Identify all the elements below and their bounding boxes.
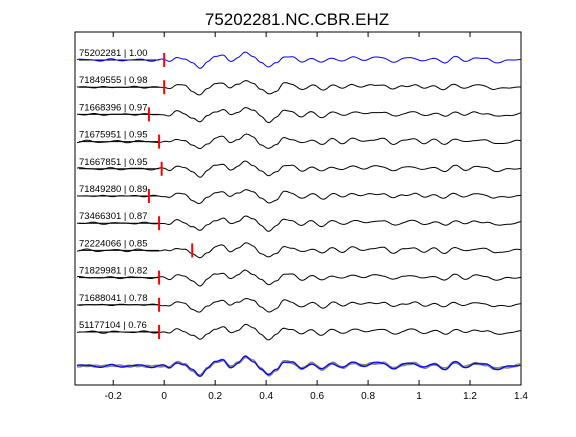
trace-layer: 75202281 | 1.00 71849555 | 0.98 71668396 |…	[76, 48, 522, 341]
trace-row: 71688041 | 0.78	[76, 293, 522, 313]
x-tick-label: 0.8	[361, 391, 375, 402]
stack-overlay	[76, 355, 522, 378]
stack-trace	[77, 356, 522, 377]
waveform-trace	[76, 269, 522, 287]
trace-row: 71667851 | 0.95	[76, 157, 522, 178]
trace-row: 73466301 | 0.87	[77, 211, 522, 232]
x-tick-label: 0.2	[208, 391, 222, 402]
x-tick-label: 1	[416, 391, 422, 402]
trace-row: 71829981 | 0.82	[76, 266, 522, 287]
reference-trace	[76, 51, 522, 69]
trace-label: 75202281 | 1.00	[79, 48, 148, 59]
waveform-trace	[77, 215, 522, 232]
trace-label: 71849280 | 0.89	[79, 184, 148, 195]
x-axis: -0.2 0 0.2 0.4 0.6 0.8 1 1.2 1.4	[105, 32, 528, 402]
waveform-trace	[76, 323, 522, 341]
waveform-trace	[76, 242, 522, 259]
trace-row: 72224066 | 0.85	[76, 238, 522, 259]
waveform-trace	[76, 133, 522, 150]
waveform-trace	[76, 80, 521, 96]
trace-row: 71668396 | 0.97	[76, 102, 522, 124]
trace-label: 71667851 | 0.95	[79, 157, 148, 168]
chart-title: 75202281.NC.CBR.EHZ	[205, 10, 389, 29]
trace-row: 71849555 | 0.98	[76, 75, 521, 96]
x-tick-label: 0.4	[259, 391, 273, 402]
x-tick-label: 0.6	[310, 391, 324, 402]
trace-label: 71668396 | 0.97	[79, 102, 148, 113]
x-tick-label: 1.4	[514, 391, 528, 402]
waveform-trace	[76, 160, 522, 178]
waveform-trace	[76, 189, 522, 205]
trace-row: 75202281 | 1.00	[76, 48, 522, 69]
plot-frame	[74, 31, 522, 386]
trace-label: 71849555 | 0.98	[79, 75, 148, 86]
waveform-trace	[76, 107, 522, 124]
trace-label: 71688041 | 0.78	[79, 293, 148, 304]
trace-label: 51177104 | 0.76	[79, 320, 147, 331]
trace-label: 71675951 | 0.95	[79, 130, 148, 141]
trace-label: 72224066 | 0.85	[79, 238, 148, 249]
trace-label: 73466301 | 0.87	[79, 211, 148, 222]
stack-reference-trace	[76, 355, 522, 378]
trace-label: 71829981 | 0.82	[79, 266, 148, 277]
waveform-trace	[76, 297, 522, 313]
x-tick-label: 1.2	[463, 391, 477, 402]
x-tick-label: -0.2	[105, 391, 123, 402]
trace-row: 51177104 | 0.76	[76, 320, 522, 341]
x-tick-label: 0	[161, 391, 167, 402]
trace-row: 71849280 | 0.89	[76, 184, 522, 205]
trace-row: 71675951 | 0.95	[76, 130, 522, 150]
